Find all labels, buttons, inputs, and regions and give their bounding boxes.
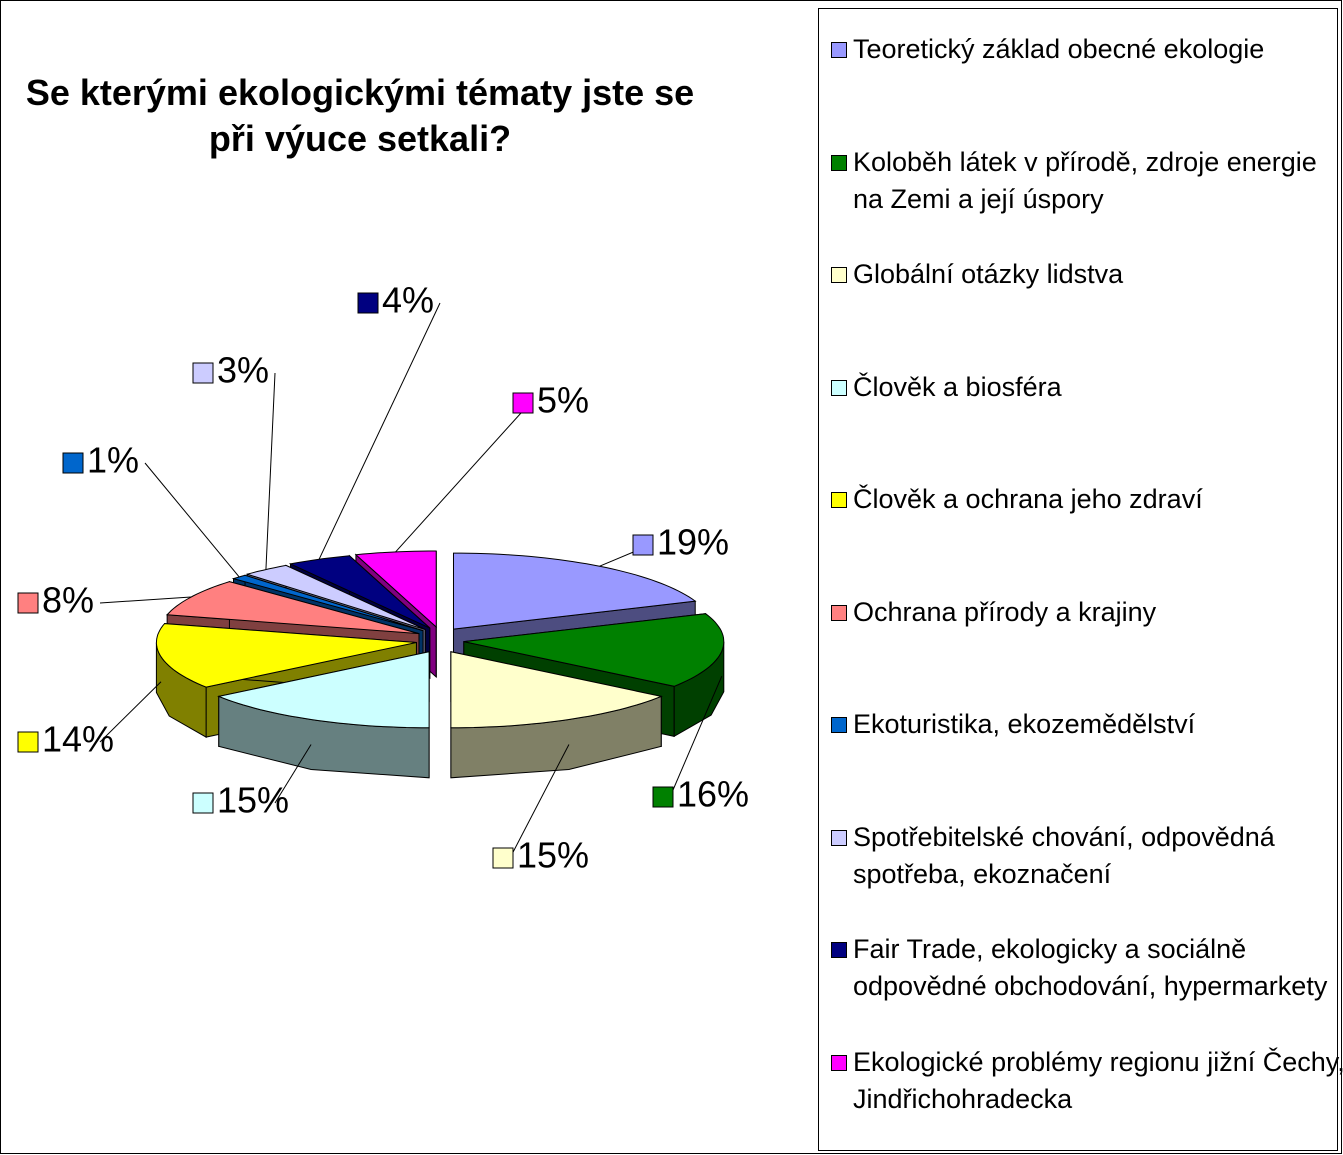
legend-swatch bbox=[831, 492, 847, 508]
label-swatch bbox=[17, 731, 39, 753]
label-swatch bbox=[357, 292, 379, 314]
legend-label: Ekoturistika, ekozemědělství bbox=[853, 709, 1196, 739]
data-label: 5% bbox=[537, 380, 589, 421]
leader-line bbox=[265, 372, 276, 570]
legend-entry: Člověk a biosféra bbox=[831, 369, 1343, 406]
slice-top bbox=[155, 623, 417, 688]
legend-swatch bbox=[831, 42, 847, 58]
leader-line bbox=[274, 744, 312, 804]
legend-label: Teoretický základ obecné ekologie bbox=[853, 34, 1265, 64]
legend: Teoretický základ obecné ekologie Koloběh… bbox=[818, 8, 1343, 1151]
legend-swatch bbox=[831, 379, 847, 396]
label-swatch bbox=[192, 792, 214, 814]
slice-top bbox=[463, 613, 725, 687]
legend-entry: Koloběh látek v přírodě, zdroje energie … bbox=[831, 144, 1343, 218]
leader-line bbox=[99, 681, 162, 743]
data-label: 4% bbox=[382, 280, 434, 321]
legend-label: Ochrana přírody a krajiny bbox=[853, 596, 1157, 627]
legend-label: Spotřebitelské chování, odpovědná spotře… bbox=[853, 821, 1275, 889]
legend-label: Koloběh látek v přírodě, zdroje energie … bbox=[853, 146, 1317, 214]
legend-entry: Globální otázky lidstva bbox=[831, 256, 1343, 293]
data-label: 14% bbox=[42, 719, 114, 760]
leader-line bbox=[144, 462, 240, 578]
legend-entry: Spotřebitelské chování, odpovědná spotře… bbox=[831, 819, 1343, 893]
slice-top bbox=[231, 574, 424, 632]
data-label: 15% bbox=[517, 835, 589, 876]
label-swatch bbox=[652, 786, 674, 808]
title-box: Se kterými ekologickými tématy jste se p… bbox=[25, 72, 695, 159]
slice-top bbox=[450, 651, 663, 729]
legend-swatch bbox=[831, 267, 847, 283]
legend-swatch bbox=[831, 717, 847, 733]
data-label: 8% bbox=[42, 580, 94, 621]
legend-swatch bbox=[831, 604, 847, 621]
label-swatch bbox=[17, 592, 39, 614]
data-label: 19% bbox=[657, 522, 729, 563]
leader-line bbox=[318, 302, 441, 560]
label-swatch bbox=[512, 392, 534, 414]
legend-entry: Ochrana přírody a krajiny bbox=[831, 594, 1343, 631]
slice bbox=[217, 651, 430, 779]
legend-label: Člověk a ochrana jeho zdraví bbox=[853, 484, 1203, 514]
legend-entry: Teoretický základ obecné ekologie bbox=[831, 31, 1343, 68]
label-swatch bbox=[632, 534, 654, 556]
slice-top bbox=[165, 581, 420, 635]
slice-top bbox=[354, 550, 437, 629]
chart-title: Se kterými ekologickými tématy jste se p… bbox=[25, 72, 695, 159]
label-swatch bbox=[62, 452, 84, 474]
legend-entry: Ekologické problémy regionu jižní Čechy,… bbox=[831, 1044, 1343, 1118]
data-label: 1% bbox=[87, 440, 139, 481]
legend-swatch bbox=[831, 1054, 847, 1071]
leader-line bbox=[395, 402, 531, 553]
data-label: 16% bbox=[677, 774, 749, 815]
data-label: 3% bbox=[217, 350, 269, 391]
leader-line bbox=[509, 744, 570, 859]
label-swatch bbox=[192, 362, 214, 384]
legend-swatch bbox=[831, 829, 847, 846]
leader-line bbox=[669, 675, 723, 798]
slice-top bbox=[217, 651, 430, 729]
legend-label: Fair Trade, ekologicky a sociálně odpově… bbox=[853, 934, 1328, 1001]
legend-entry: Fair Trade, ekologicky a sociálně odpově… bbox=[831, 931, 1343, 1005]
legend-entry: Ekoturistika, ekozemědělství bbox=[831, 706, 1343, 743]
legend-swatch bbox=[831, 154, 847, 171]
legend-label: Člověk a biosféra bbox=[853, 371, 1062, 402]
legend-swatch bbox=[831, 942, 847, 958]
slice bbox=[450, 651, 663, 779]
leader-line bbox=[99, 596, 192, 604]
slice-top bbox=[245, 564, 426, 631]
legend-label: Ekologické problémy regionu jižní Čechy,… bbox=[853, 1046, 1343, 1114]
legend-entry: Člověk a ochrana jeho zdraví bbox=[831, 481, 1343, 518]
data-label: 15% bbox=[217, 780, 289, 821]
legend-label: Globální otázky lidstva bbox=[853, 259, 1124, 289]
slice-top bbox=[452, 552, 697, 630]
label-swatch bbox=[492, 847, 514, 869]
